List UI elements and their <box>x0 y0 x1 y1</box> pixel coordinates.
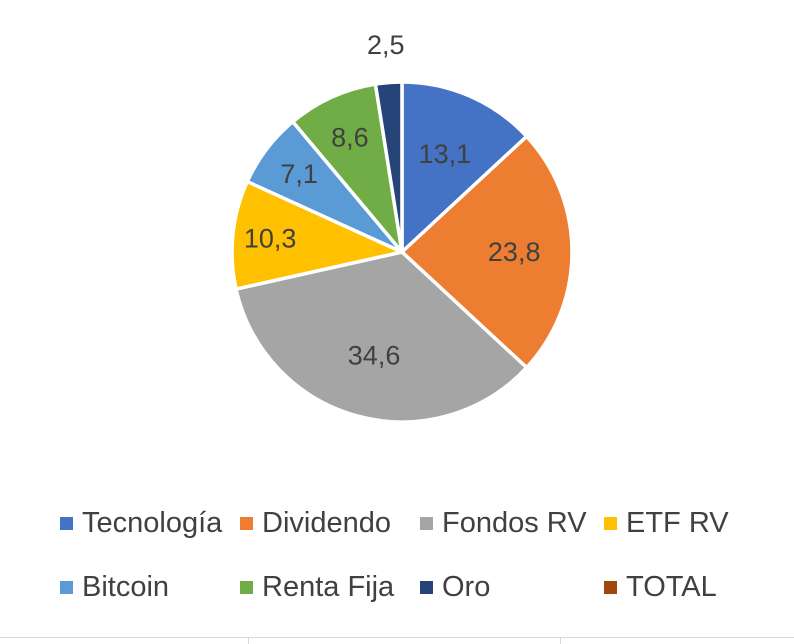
legend-label: Fondos RV <box>442 506 587 539</box>
pie-slice <box>230 179 404 291</box>
pie-slice <box>234 250 529 424</box>
legend-swatch <box>60 580 73 594</box>
data-label: 34,6 <box>348 340 401 370</box>
pie-slice <box>400 80 529 254</box>
legend-label: Oro <box>442 570 491 603</box>
legend-item: Dividendo <box>240 505 420 541</box>
legend-item: Bitcoin <box>60 569 240 605</box>
sheet-gridline-tick <box>248 637 249 644</box>
legend-item: Tecnología <box>60 505 240 541</box>
legend-label: Tecnología <box>82 506 223 539</box>
chart-legend: Tecnología Dividendo Fondos RV ETF RV Bi… <box>60 505 760 605</box>
legend-label: Renta Fija <box>262 570 395 603</box>
data-label: 10,3 <box>244 223 297 253</box>
legend-swatch <box>420 516 433 530</box>
legend-swatch <box>240 516 253 530</box>
pie-slice <box>291 82 404 254</box>
legend-swatch <box>604 580 617 594</box>
data-label: 13,1 <box>419 139 472 169</box>
legend-item: Renta Fija <box>240 569 420 605</box>
data-label: 23,8 <box>488 237 541 267</box>
legend-item: Fondos RV <box>420 505 604 541</box>
legend-label: Dividendo <box>262 506 391 539</box>
sheet-gridline-tick <box>560 637 561 644</box>
legend-label: Bitcoin <box>82 570 170 603</box>
sheet-gridline <box>0 637 794 638</box>
legend-item: TOTAL <box>604 569 744 605</box>
pie-slice <box>400 134 574 370</box>
legend-item: ETF RV <box>604 505 744 541</box>
data-label: 7,1 <box>280 159 318 189</box>
legend-label: ETF RV <box>626 506 729 539</box>
legend-swatch <box>240 580 253 594</box>
legend-item: Oro <box>420 569 604 605</box>
pie-slice <box>373 80 404 254</box>
data-label: 8,6 <box>331 123 369 153</box>
legend-swatch <box>420 580 433 594</box>
data-label: 2,5 <box>367 30 405 60</box>
pie-plot-area: 13,1 23,8 34,6 10,3 7,1 8,6 2,5 <box>230 30 574 424</box>
legend-swatch <box>604 516 617 530</box>
legend-label: TOTAL <box>626 570 717 603</box>
legend-swatch <box>60 516 73 530</box>
